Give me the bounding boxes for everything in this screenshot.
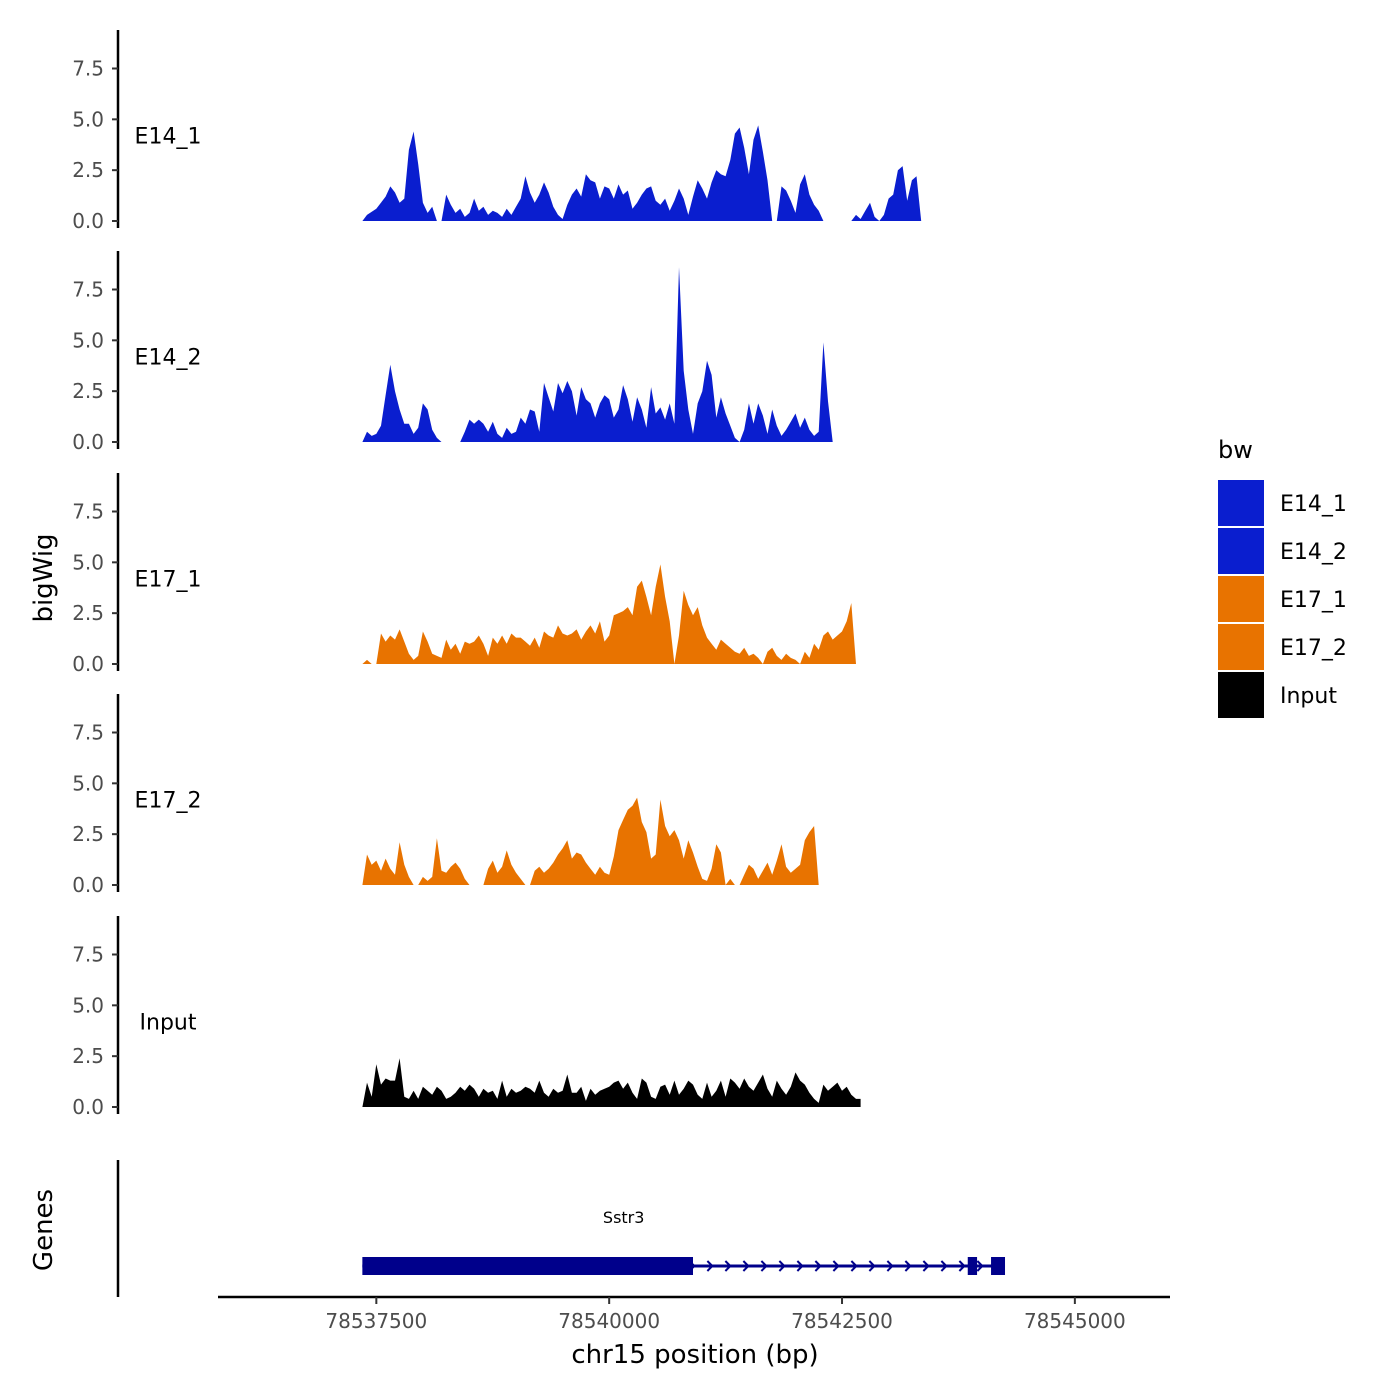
y-tick-label: 7.5	[72, 500, 104, 524]
strand-arrow	[868, 1260, 876, 1272]
strand-arrow	[886, 1260, 894, 1272]
legend-title: bw	[1218, 436, 1253, 464]
strand-arrow	[796, 1260, 804, 1272]
track-e17_1: 0.0 2.5 5.0 7.5 E17_1	[72, 473, 856, 676]
x-axis-title: chr15 position (bp)	[571, 1340, 818, 1370]
legend-key-e17_1	[1218, 576, 1264, 622]
legend-label-e17_2: E17_2	[1280, 636, 1347, 661]
y-tick-label: 2.5	[72, 822, 104, 846]
legend-label-e14_2: E14_2	[1280, 540, 1347, 565]
strand-arrow	[904, 1260, 912, 1272]
signal-area-input	[362, 1058, 861, 1107]
x-tick-label: 78542500	[791, 1309, 893, 1333]
track-label-e14_2: E14_2	[135, 345, 202, 370]
gene-exon	[967, 1257, 978, 1275]
track-e14_1: 0.0 2.5 5.0 7.5 E14_1	[72, 30, 922, 233]
y-tick-label: 0.0	[72, 430, 104, 454]
signal-area-e14_2	[362, 267, 833, 442]
strand-arrow	[922, 1260, 930, 1272]
legend-key-e17_2	[1218, 624, 1264, 670]
track-e14_2: 0.0 2.5 5.0 7.5 E14_2	[72, 251, 833, 454]
y-tick-label: 5.0	[72, 328, 104, 352]
y-tick-label: 7.5	[72, 721, 104, 745]
x-tick-label: 78540000	[558, 1309, 660, 1333]
gene-sstr3: Sstr3	[362, 1208, 1006, 1275]
gene-exon	[991, 1257, 1006, 1275]
genes-axis-title: Genes	[29, 1189, 59, 1271]
track-label-e17_1: E17_1	[135, 567, 202, 592]
signal-area-e14_1	[362, 125, 922, 221]
legend-key-e14_1	[1218, 480, 1264, 526]
legend-label-input: Input	[1280, 684, 1337, 709]
legend: bw E14_1 E14_2 E17_1 E17_2 Input	[1218, 436, 1347, 718]
legend-key-input	[1218, 672, 1264, 718]
y-tick-label: 2.5	[72, 601, 104, 625]
strand-arrow	[742, 1260, 750, 1272]
y-tick-label: 5.0	[72, 993, 104, 1017]
y-tick-label: 5.0	[72, 107, 104, 131]
y-tick-label: 7.5	[72, 278, 104, 302]
signal-area-e17_1	[362, 564, 856, 664]
gene-exon	[362, 1257, 693, 1275]
signal-area-e17_2	[362, 797, 819, 885]
y-tick-label: 7.5	[72, 943, 104, 967]
genes-layer: Sstr3	[116, 1160, 1006, 1297]
legend-label-e14_1: E14_1	[1280, 492, 1347, 517]
strand-arrow	[958, 1260, 966, 1272]
y-tick-label: 0.0	[72, 652, 104, 676]
strand-arrow	[940, 1260, 948, 1272]
x-tick-label: 78537500	[325, 1309, 427, 1333]
strand-arrow	[778, 1260, 786, 1272]
y-tick-label: 0.0	[72, 1095, 104, 1119]
y-tick-label: 2.5	[72, 1044, 104, 1068]
y-tick-label: 0.0	[72, 209, 104, 233]
y-tick-label: 2.5	[72, 379, 104, 403]
strand-arrow	[832, 1260, 840, 1272]
y-tick-label: 5.0	[72, 771, 104, 795]
track-label-e14_1: E14_1	[135, 124, 202, 149]
y-tick-label: 7.5	[72, 57, 104, 81]
y-tick-label: 2.5	[72, 158, 104, 182]
legend-key-e14_2	[1218, 528, 1264, 574]
strand-arrow	[706, 1260, 714, 1272]
track-input: 0.0 2.5 5.0 7.5 Input	[72, 916, 861, 1119]
strand-arrow	[976, 1260, 984, 1272]
track-e17_2: 0.0 2.5 5.0 7.5 E17_2	[72, 694, 819, 897]
legend-label-e17_1: E17_1	[1280, 588, 1347, 613]
x-tick-label: 78545000	[1024, 1309, 1126, 1333]
track-label-input: Input	[140, 1010, 197, 1035]
x-axis: 78537500 78540000 78542500 78545000	[218, 1295, 1170, 1333]
y-tick-label: 5.0	[72, 550, 104, 574]
tracks-layer: 0.0 2.5 5.0 7.5 E14_1 0.0 2.5 5.0 7.5 E14_2 0.0 2.5…	[72, 30, 922, 1119]
strand-arrow	[760, 1260, 768, 1272]
strand-arrow	[850, 1260, 858, 1272]
track-label-e17_2: E17_2	[135, 788, 202, 813]
strand-arrow	[814, 1260, 822, 1272]
y-tick-label: 0.0	[72, 873, 104, 897]
gene-label: Sstr3	[603, 1208, 645, 1227]
strand-arrow	[724, 1260, 732, 1272]
y-axis-title: bigWig	[29, 533, 59, 622]
